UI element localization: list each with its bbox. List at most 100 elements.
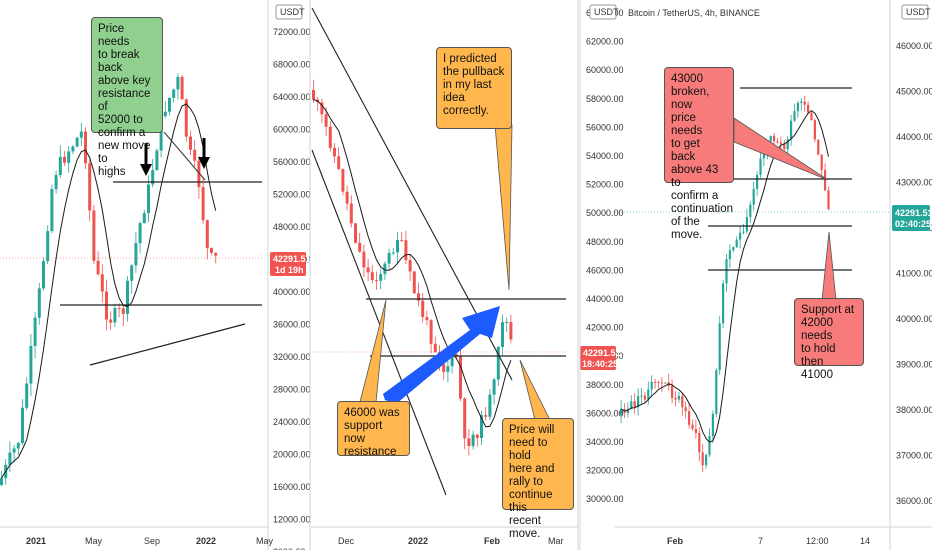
- note-support-42000[interactable]: Support at 42000 needs to hold then 4100…: [794, 298, 864, 381]
- channel-lower-line[interactable]: [311, 149, 447, 496]
- currency-label[interactable]: USDT: [275, 4, 305, 20]
- price-tag: 42291.51 1d 19h: [270, 252, 311, 276]
- price-tag-countdown: 1d 19h: [275, 265, 304, 275]
- candle-body: [88, 163, 92, 211]
- candle-body: [739, 232, 742, 240]
- candle-body: [54, 175, 58, 190]
- moving-average-line: [620, 109, 829, 443]
- candle-body: [722, 283, 725, 324]
- note-hold-and-rally[interactable]: Price will need to hold here and rally t…: [502, 418, 574, 540]
- candle-body: [362, 251, 366, 268]
- currency-label[interactable]: USDT: [901, 4, 931, 20]
- candle-body: [134, 243, 138, 266]
- candle-body: [71, 146, 75, 152]
- candle-body: [813, 120, 816, 140]
- price-tick-label: 60000.00: [586, 65, 624, 75]
- candle-body: [752, 188, 755, 205]
- price-axis[interactable]: 72000.00 68000.00 64000.00 60000.00 56000.00…: [273, 27, 311, 550]
- chart-panel-weekly[interactable]: 64000.0062000.0060000.0058000.0056000.00…: [309, 0, 624, 550]
- candle-body: [776, 141, 779, 143]
- chart-panel-4h[interactable]: 46000.00 45000.00 44000.00 43000.00 42000.00…: [579, 0, 932, 550]
- candle-body: [654, 381, 657, 383]
- candle-body: [383, 263, 387, 275]
- candle-body: [454, 354, 458, 356]
- candle-body: [715, 370, 718, 414]
- price-tick-label: 54000.00: [586, 151, 624, 161]
- candle-body: [677, 395, 680, 400]
- price-tick-label: 46000.00: [896, 41, 932, 51]
- candle-body: [442, 364, 446, 372]
- price-tick-label: 24000.00: [273, 417, 311, 427]
- price-tick-label: 41000.00: [896, 269, 932, 279]
- date-tick-label: Feb: [484, 536, 501, 546]
- price-tick-label: 36000.00: [896, 496, 932, 506]
- candle-body: [328, 126, 332, 148]
- chart-panel-daily[interactable]: 72000.00 68000.00 64000.00 60000.00 56000.00…: [0, 0, 311, 550]
- date-axis[interactable]: Feb 7 12:00 14: [667, 536, 870, 546]
- candle-body: [762, 153, 765, 159]
- date-tick-label: May: [256, 536, 274, 546]
- price-tag-value: 42291.51: [273, 254, 311, 264]
- date-axis[interactable]: Dec 2022 Feb Mar: [338, 536, 564, 546]
- candle-body: [471, 434, 475, 447]
- candle-body: [769, 135, 772, 142]
- rising-trendline[interactable]: [89, 323, 246, 366]
- candle-body: [387, 253, 391, 264]
- candle-body: [688, 411, 691, 425]
- candle-body: [433, 343, 437, 352]
- candle-body: [796, 103, 799, 112]
- candle-body: [459, 355, 462, 399]
- candle-body: [728, 250, 731, 259]
- price-tick-label: 38000.00: [586, 380, 624, 390]
- candle-body: [349, 203, 353, 224]
- candle-body: [664, 382, 667, 384]
- candle-body: [366, 267, 370, 273]
- price-tick-label: 28000.00: [273, 385, 311, 395]
- price-tag-value: 42291.51: [895, 208, 932, 218]
- candle-body: [75, 137, 79, 147]
- candle-body: [475, 434, 479, 439]
- candle-body: [67, 151, 71, 163]
- date-tick-label: 14: [860, 536, 870, 546]
- svg-text:USDT: USDT: [906, 7, 931, 17]
- candle-body: [320, 102, 324, 115]
- candle-body: [749, 204, 752, 218]
- candle-body: [50, 189, 54, 232]
- candle-body: [37, 288, 41, 318]
- price-axis[interactable]: 46000.0045000.0044000.0043000.0042000.00…: [896, 41, 932, 506]
- candle-body: [400, 239, 404, 241]
- note-predicted-pullback[interactable]: I predicted the pullback in my last idea…: [436, 47, 512, 129]
- price-tick-label: 45000.00: [896, 87, 932, 97]
- candle-body: [189, 136, 192, 150]
- candle-body: [404, 240, 408, 261]
- date-tick-label: 7: [758, 536, 763, 546]
- note-46000-resistance[interactable]: 46000 was support now resistance: [337, 401, 410, 458]
- date-tick-label: Dec: [338, 536, 355, 546]
- price-tag-countdown: 02:40:25: [895, 219, 931, 229]
- date-axis[interactable]: 2021 May Sep 2022 May: [26, 536, 274, 546]
- price-tick-label: 56000.00: [586, 122, 624, 132]
- date-tick-label: 12:00: [806, 536, 829, 546]
- candle-body: [647, 389, 650, 400]
- price-axis[interactable]: 64000.0062000.0060000.0058000.0056000.00…: [586, 8, 624, 504]
- price-tick-label: 50000.00: [586, 208, 624, 218]
- candle-body: [180, 76, 184, 100]
- candle-body: [657, 381, 660, 383]
- price-tick-label: 56000.00: [273, 157, 311, 167]
- candle-body: [370, 272, 374, 281]
- candle-body: [756, 175, 759, 189]
- date-tick-label: Sep: [144, 536, 160, 546]
- candle-body: [630, 401, 633, 409]
- price-tick-label: 46000.00: [586, 265, 624, 275]
- note-43000-broken[interactable]: 43000 broken, now price needs to get bac…: [664, 67, 734, 241]
- candle-body: [421, 300, 425, 318]
- note-pointer: [733, 117, 829, 181]
- candle-body: [345, 191, 349, 204]
- currency-label[interactable]: USDT: [589, 4, 619, 20]
- date-tick-label: Mar: [548, 536, 564, 546]
- blue-arrow-icon: [383, 306, 500, 404]
- candle-body: [96, 260, 100, 275]
- price-tick-label: 44000.00: [586, 294, 624, 304]
- candle-body: [113, 308, 117, 323]
- note-resistance-52000[interactable]: Price needs to break back above key resi…: [91, 17, 163, 178]
